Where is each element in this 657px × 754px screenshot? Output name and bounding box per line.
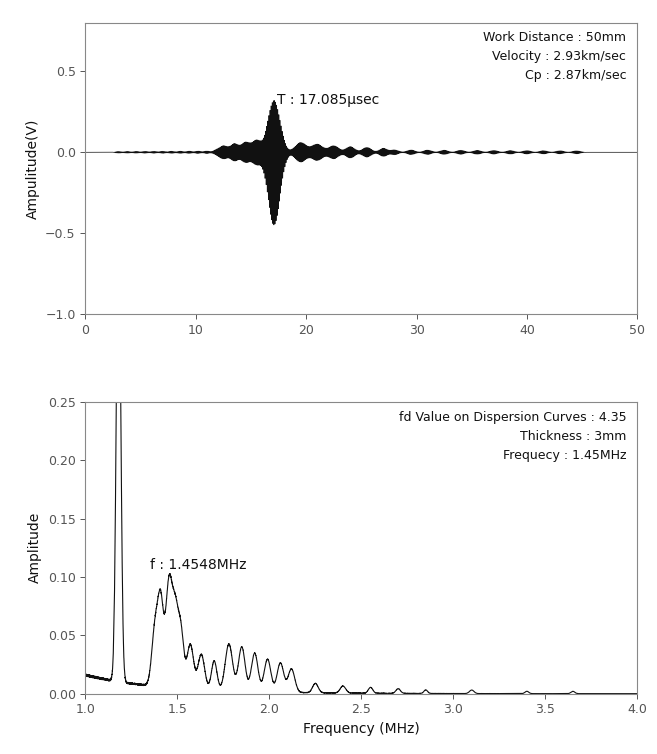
Text: Work Distance : 50mm
Velocity : 2.93km/sec
Cp : 2.87km/sec: Work Distance : 50mm Velocity : 2.93km/s… bbox=[484, 32, 626, 82]
Text: fd Value on Dispersion Curves : 4.35
Thickness : 3mm
Frequecy : 1.45MHz: fd Value on Dispersion Curves : 4.35 Thi… bbox=[399, 411, 626, 461]
Text: f : 1.4548MHz: f : 1.4548MHz bbox=[150, 558, 246, 572]
Y-axis label: Amplitude: Amplitude bbox=[28, 512, 42, 584]
X-axis label: Frequency (MHz): Frequency (MHz) bbox=[303, 722, 420, 736]
Y-axis label: Ampulitude(V): Ampulitude(V) bbox=[26, 118, 39, 219]
Text: T : 17.085μsec: T : 17.085μsec bbox=[277, 93, 380, 106]
